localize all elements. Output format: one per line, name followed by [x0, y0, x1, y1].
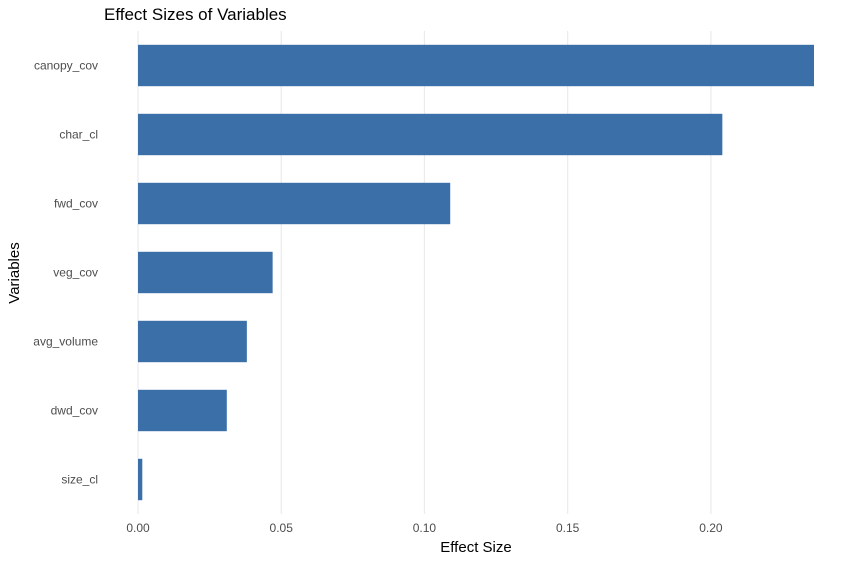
y-tick-label: size_cl [61, 473, 98, 487]
y-tick-label: fwd_cov [54, 197, 98, 211]
bar-canopy-cov [138, 44, 814, 87]
y-tick-layer: canopy_cov char_cl fwd_cov veg_cov avg_volum… [33, 59, 98, 487]
chart-title: Effect Sizes of Variables [104, 5, 287, 24]
x-tick-label: 0.15 [556, 521, 580, 535]
y-tick-label: avg_volume [33, 335, 98, 349]
bar-char-cl [138, 113, 723, 156]
y-tick-label: canopy_cov [34, 59, 98, 73]
bar-dwd-cov [138, 389, 227, 432]
x-tick-label: 0.10 [413, 521, 437, 535]
y-tick-label: veg_cov [53, 266, 98, 280]
bar-layer [138, 44, 814, 501]
bar-size-cl [138, 458, 143, 501]
x-tick-label: 0.20 [699, 521, 723, 535]
bar-fwd-cov [138, 182, 451, 225]
y-tick-label: dwd_cov [51, 404, 98, 418]
y-axis-title: Variables [6, 242, 23, 303]
x-tick-layer: 0.00 0.05 0.10 0.15 0.20 [126, 521, 723, 535]
bar-avg-volume [138, 320, 247, 363]
x-axis-title: Effect Size [440, 539, 511, 556]
x-tick-label: 0.05 [270, 521, 294, 535]
y-tick-label: char_cl [59, 128, 98, 142]
x-tick-label: 0.00 [126, 521, 150, 535]
grid-layer [137, 31, 712, 514]
bar-veg-cov [138, 251, 273, 294]
